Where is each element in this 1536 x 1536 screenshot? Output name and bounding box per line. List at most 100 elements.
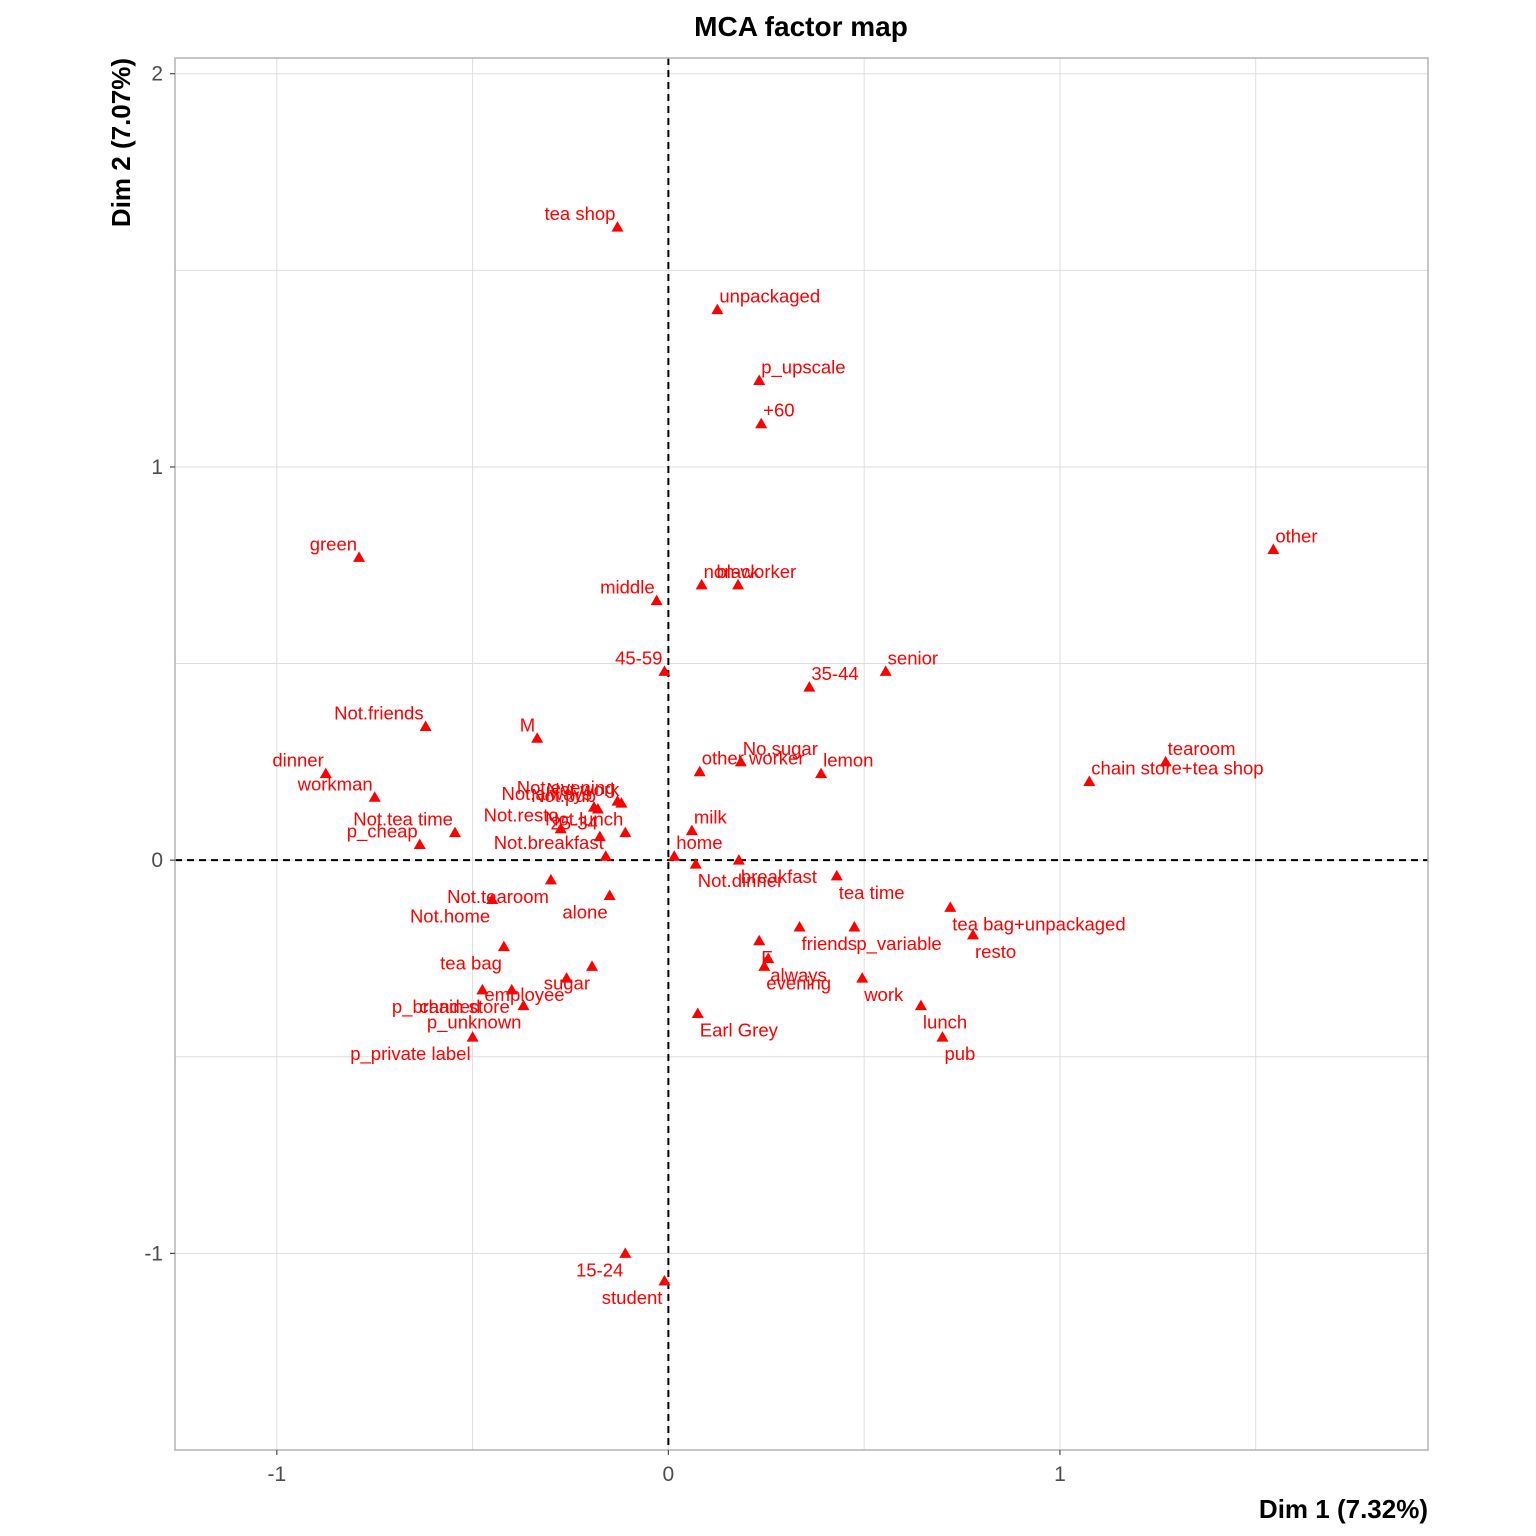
data-point (466, 1031, 479, 1042)
data-label: alone (562, 902, 607, 923)
data-point (793, 921, 806, 932)
data-label: p_cheap (347, 820, 418, 842)
data-point (593, 830, 606, 842)
data-label: chain store (419, 996, 510, 1017)
data-label: 45-59 (615, 647, 662, 668)
chart-title: MCA factor map (694, 11, 908, 42)
data-label: F (761, 947, 772, 968)
data-point (753, 934, 766, 946)
data-point (619, 1247, 632, 1258)
data-label: Not.tearoom (447, 886, 549, 907)
data-point (732, 578, 745, 590)
data-point (830, 869, 843, 881)
data-label: Not.evening (517, 777, 616, 798)
data-point (619, 826, 632, 838)
data-point (413, 838, 426, 849)
y-tick-label: -1 (144, 1242, 163, 1265)
data-label: student (602, 1287, 663, 1308)
data-label: sugar (544, 972, 590, 993)
data-label: 25-34 (551, 813, 598, 834)
data-label: Not.work (546, 779, 620, 800)
data-point (353, 551, 366, 562)
data-point (695, 578, 708, 590)
data-label: Not.pub (531, 785, 596, 806)
data-point (658, 665, 671, 676)
data-label: pub (944, 1043, 975, 1064)
data-point (1083, 775, 1096, 787)
x-axis-title: Dim 1 (7.32%) (1259, 1494, 1428, 1524)
data-point (517, 999, 530, 1011)
data-label: green (310, 533, 357, 554)
data-point (711, 303, 724, 315)
data-label: lunch (923, 1012, 967, 1033)
y-tick-label: 0 (151, 849, 163, 872)
data-label: 15-24 (576, 1259, 623, 1280)
data-label: dinner (272, 750, 323, 771)
data-point (1159, 755, 1172, 767)
data-point (856, 972, 869, 983)
data-label: Not.breakfast (494, 832, 604, 853)
y-axis-title: Dim 2 (7.07%) (106, 58, 136, 227)
data-label: Not.dinner (698, 870, 783, 891)
data-point (693, 765, 706, 777)
data-point (879, 665, 892, 676)
data-label: Not.tea time (353, 809, 453, 830)
data-label: tearoom (1168, 738, 1236, 759)
data-point (689, 858, 702, 869)
data-point (936, 1031, 949, 1042)
data-point (650, 594, 663, 606)
data-label: chain store+tea shop (1091, 758, 1263, 779)
axis-ticks: -1 0 1 -1 0 1 2 (144, 63, 1065, 1486)
x-tick-label: -1 (267, 1463, 286, 1486)
data-label: M (520, 714, 535, 735)
data-point (691, 1007, 704, 1019)
data-label: p_upscale (761, 356, 845, 378)
grid-lines (175, 58, 1428, 1451)
data-label: p_unknown (427, 1012, 522, 1034)
data-point (914, 999, 927, 1011)
data-label: 35-44 (811, 663, 858, 684)
data-label: Not.resto (484, 805, 559, 826)
data-point (319, 767, 332, 779)
data-label: always (770, 964, 827, 985)
data-label: p_variable (856, 933, 941, 955)
reference-lines (175, 58, 1428, 1450)
data-label: evening (766, 972, 831, 993)
point-labels: tea shop unpackaged p_upscale +60 green other… (272, 203, 1317, 1308)
data-label: Not.always (501, 783, 591, 804)
data-label: milk (694, 807, 728, 828)
data-point (848, 921, 861, 932)
data-point (599, 850, 612, 861)
data-label: tea time (839, 882, 905, 903)
data-label: unpackaged (719, 286, 820, 307)
data-label: black (716, 561, 760, 582)
data-point (685, 824, 698, 836)
data-label: Earl Grey (700, 1020, 779, 1041)
data-point (419, 720, 432, 731)
data-point (544, 873, 557, 885)
data-point (967, 928, 980, 940)
data-point (753, 374, 766, 385)
y-tick-label: 2 (151, 63, 163, 86)
data-label: Not.friends (334, 702, 423, 723)
data-point (448, 826, 461, 838)
data-point (591, 803, 604, 814)
data-label: employee (484, 984, 564, 1005)
x-tick-label: 1 (1054, 1463, 1066, 1486)
data-point (668, 850, 681, 861)
data-label: breakfast (741, 866, 817, 887)
data-point (803, 681, 816, 692)
data-point (944, 901, 957, 912)
plot-panel-frame (174, 57, 1429, 1451)
x-tick-label: 0 (663, 1463, 675, 1486)
data-point (734, 755, 747, 767)
data-label: +60 (763, 400, 794, 421)
data-label: p_branded (392, 996, 480, 1018)
data-point (486, 893, 499, 904)
data-point (476, 983, 489, 995)
data-label: Not.lunch (545, 809, 623, 830)
data-label: non-worker (704, 561, 797, 582)
data-label: senior (888, 647, 938, 668)
y-tick-label: 1 (151, 456, 163, 479)
